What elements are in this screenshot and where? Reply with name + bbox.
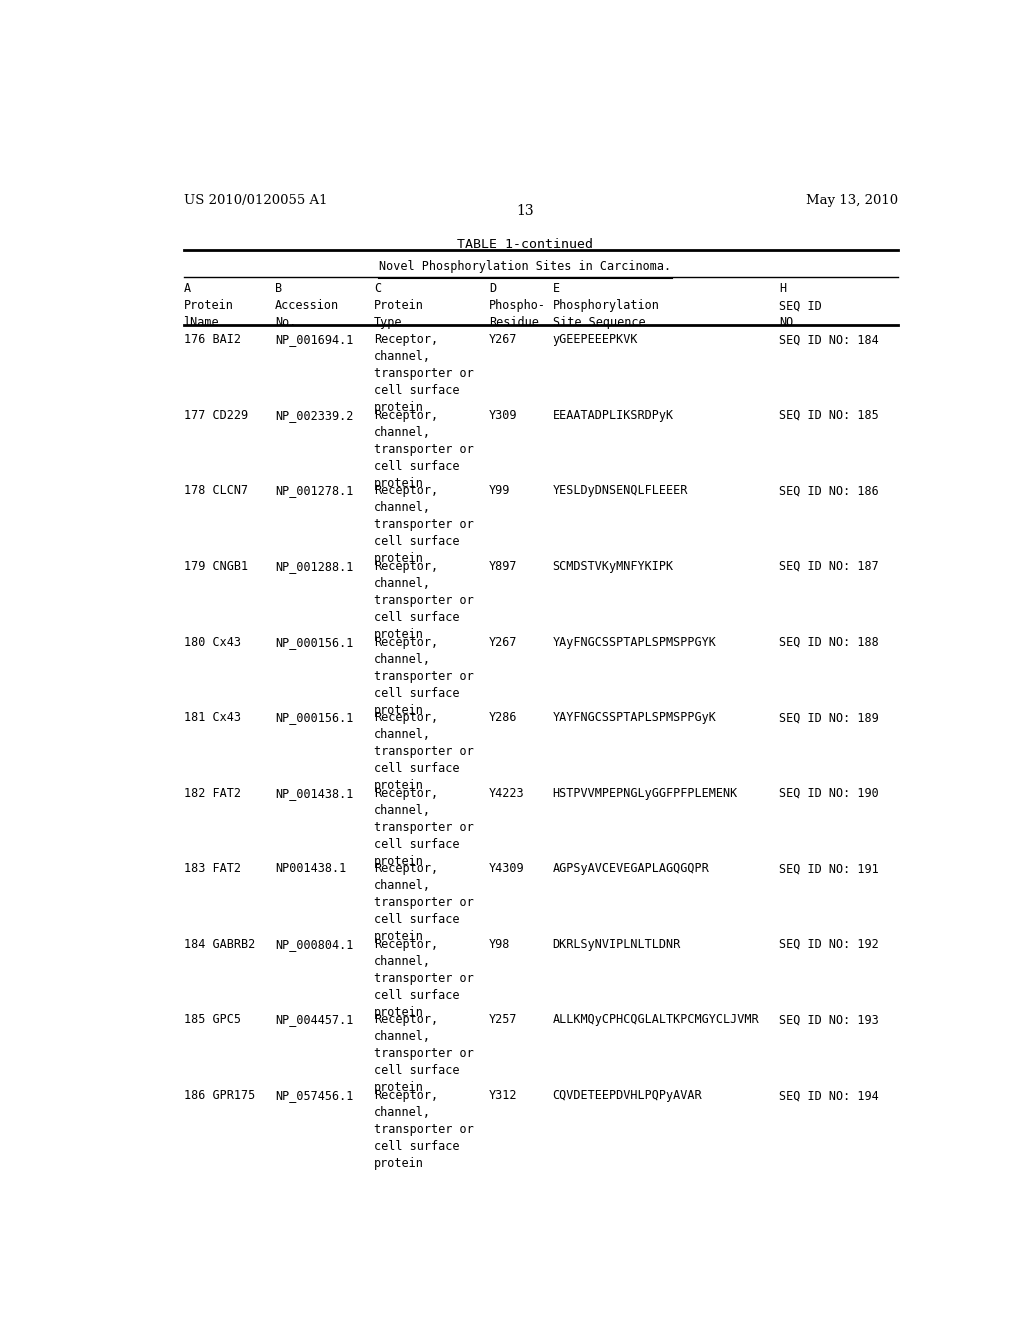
- Text: Y267: Y267: [489, 333, 517, 346]
- Text: NP_004457.1: NP_004457.1: [274, 1014, 353, 1027]
- Text: 182 FAT2: 182 FAT2: [183, 787, 241, 800]
- Text: Receptor,
channel,
transporter or
cell surface
protein: Receptor, channel, transporter or cell s…: [374, 1089, 474, 1170]
- Text: NP_000156.1: NP_000156.1: [274, 711, 353, 725]
- Text: SEQ ID NO: 194: SEQ ID NO: 194: [778, 1089, 879, 1102]
- Text: C
Protein
Type: C Protein Type: [374, 282, 424, 330]
- Text: Y309: Y309: [489, 409, 517, 422]
- Text: AGPSyAVCEVEGAPLAGQGQPR: AGPSyAVCEVEGAPLAGQGQPR: [553, 862, 710, 875]
- Text: Y257: Y257: [489, 1014, 517, 1027]
- Text: Receptor,
channel,
transporter or
cell surface
protein: Receptor, channel, transporter or cell s…: [374, 409, 474, 490]
- Text: SEQ ID NO: 186: SEQ ID NO: 186: [778, 484, 879, 498]
- Text: 180 Cx43: 180 Cx43: [183, 635, 241, 648]
- Text: Receptor,
channel,
transporter or
cell surface
protein: Receptor, channel, transporter or cell s…: [374, 635, 474, 717]
- Text: 183 FAT2: 183 FAT2: [183, 862, 241, 875]
- Text: 181 Cx43: 181 Cx43: [183, 711, 241, 725]
- Text: Receptor,
channel,
transporter or
cell surface
protein: Receptor, channel, transporter or cell s…: [374, 484, 474, 565]
- Text: 176 BAI2: 176 BAI2: [183, 333, 241, 346]
- Text: SCMDSTVKyMNFYKIPK: SCMDSTVKyMNFYKIPK: [553, 560, 674, 573]
- Text: Y312: Y312: [489, 1089, 517, 1102]
- Text: SEQ ID NO: 184: SEQ ID NO: 184: [778, 333, 879, 346]
- Text: 186 GPR175: 186 GPR175: [183, 1089, 255, 1102]
- Text: Receptor,
channel,
transporter or
cell surface
protein: Receptor, channel, transporter or cell s…: [374, 1014, 474, 1094]
- Text: Receptor,
channel,
transporter or
cell surface
protein: Receptor, channel, transporter or cell s…: [374, 333, 474, 414]
- Text: 185 GPC5: 185 GPC5: [183, 1014, 241, 1027]
- Text: TABLE 1-continued: TABLE 1-continued: [457, 238, 593, 251]
- Text: Receptor,
channel,
transporter or
cell surface
protein: Receptor, channel, transporter or cell s…: [374, 560, 474, 642]
- Text: Y4309: Y4309: [489, 862, 524, 875]
- Text: D
Phospho-
Residue: D Phospho- Residue: [489, 282, 546, 330]
- Text: ALLKMQyCPHCQGLALTKPCMGYCLJVMR: ALLKMQyCPHCQGLALTKPCMGYCLJVMR: [553, 1014, 759, 1027]
- Text: NP_001288.1: NP_001288.1: [274, 560, 353, 573]
- Text: US 2010/0120055 A1: US 2010/0120055 A1: [183, 194, 327, 207]
- Text: NP_000804.1: NP_000804.1: [274, 939, 353, 950]
- Text: B
Accession
No.: B Accession No.: [274, 282, 339, 330]
- Text: Y267: Y267: [489, 635, 517, 648]
- Text: DKRLSyNVIPLNLTLDNR: DKRLSyNVIPLNLTLDNR: [553, 939, 681, 950]
- Text: 13: 13: [516, 205, 534, 218]
- Text: YESLDyDNSENQLFLEEER: YESLDyDNSENQLFLEEER: [553, 484, 688, 498]
- Text: NP_001438.1: NP_001438.1: [274, 787, 353, 800]
- Text: Receptor,
channel,
transporter or
cell surface
protein: Receptor, channel, transporter or cell s…: [374, 939, 474, 1019]
- Text: SEQ ID NO: 188: SEQ ID NO: 188: [778, 635, 879, 648]
- Text: YAYFNGCSSPTAPLSPMSPPGyK: YAYFNGCSSPTAPLSPMSPPGyK: [553, 711, 717, 725]
- Text: A
Protein
lName: A Protein lName: [183, 282, 233, 330]
- Text: 184 GABRB2: 184 GABRB2: [183, 939, 255, 950]
- Text: Receptor,
channel,
transporter or
cell surface
protein: Receptor, channel, transporter or cell s…: [374, 787, 474, 867]
- Text: 179 CNGB1: 179 CNGB1: [183, 560, 248, 573]
- Text: NP_057456.1: NP_057456.1: [274, 1089, 353, 1102]
- Text: NP001438.1: NP001438.1: [274, 862, 346, 875]
- Text: Receptor,
channel,
transporter or
cell surface
protein: Receptor, channel, transporter or cell s…: [374, 862, 474, 944]
- Text: SEQ ID NO: 190: SEQ ID NO: 190: [778, 787, 879, 800]
- Text: Y897: Y897: [489, 560, 517, 573]
- Text: Y286: Y286: [489, 711, 517, 725]
- Text: SEQ ID NO: 193: SEQ ID NO: 193: [778, 1014, 879, 1027]
- Text: NP_002339.2: NP_002339.2: [274, 409, 353, 422]
- Text: Y99: Y99: [489, 484, 510, 498]
- Text: CQVDETEEPDVHLPQPyAVAR: CQVDETEEPDVHLPQPyAVAR: [553, 1089, 702, 1102]
- Text: SEQ ID NO: 192: SEQ ID NO: 192: [778, 939, 879, 950]
- Text: Novel Phosphorylation Sites in Carcinoma.: Novel Phosphorylation Sites in Carcinoma…: [379, 260, 671, 273]
- Text: Y98: Y98: [489, 939, 510, 950]
- Text: May 13, 2010: May 13, 2010: [806, 194, 898, 207]
- Text: SEQ ID NO: 187: SEQ ID NO: 187: [778, 560, 879, 573]
- Text: HSTPVVMPEPNGLyGGFPFPLEMENK: HSTPVVMPEPNGLyGGFPFPLEMENK: [553, 787, 738, 800]
- Text: Receptor,
channel,
transporter or
cell surface
protein: Receptor, channel, transporter or cell s…: [374, 711, 474, 792]
- Text: 177 CD229: 177 CD229: [183, 409, 248, 422]
- Text: H
SEQ ID
NO: H SEQ ID NO: [778, 282, 821, 330]
- Text: EEAATADPLIKSRDPyK: EEAATADPLIKSRDPyK: [553, 409, 674, 422]
- Text: NP_001278.1: NP_001278.1: [274, 484, 353, 498]
- Text: NP_000156.1: NP_000156.1: [274, 635, 353, 648]
- Text: E
Phosphorylation
Site Sequence: E Phosphorylation Site Sequence: [553, 282, 659, 330]
- Text: SEQ ID NO: 189: SEQ ID NO: 189: [778, 711, 879, 725]
- Text: YAyFNGCSSPTAPLSPMSPPGYK: YAyFNGCSSPTAPLSPMSPPGYK: [553, 635, 717, 648]
- Text: 178 CLCN7: 178 CLCN7: [183, 484, 248, 498]
- Text: NP_001694.1: NP_001694.1: [274, 333, 353, 346]
- Text: SEQ ID NO: 185: SEQ ID NO: 185: [778, 409, 879, 422]
- Text: yGEEPEEEPKVK: yGEEPEEEPKVK: [553, 333, 638, 346]
- Text: Y4223: Y4223: [489, 787, 524, 800]
- Text: SEQ ID NO: 191: SEQ ID NO: 191: [778, 862, 879, 875]
